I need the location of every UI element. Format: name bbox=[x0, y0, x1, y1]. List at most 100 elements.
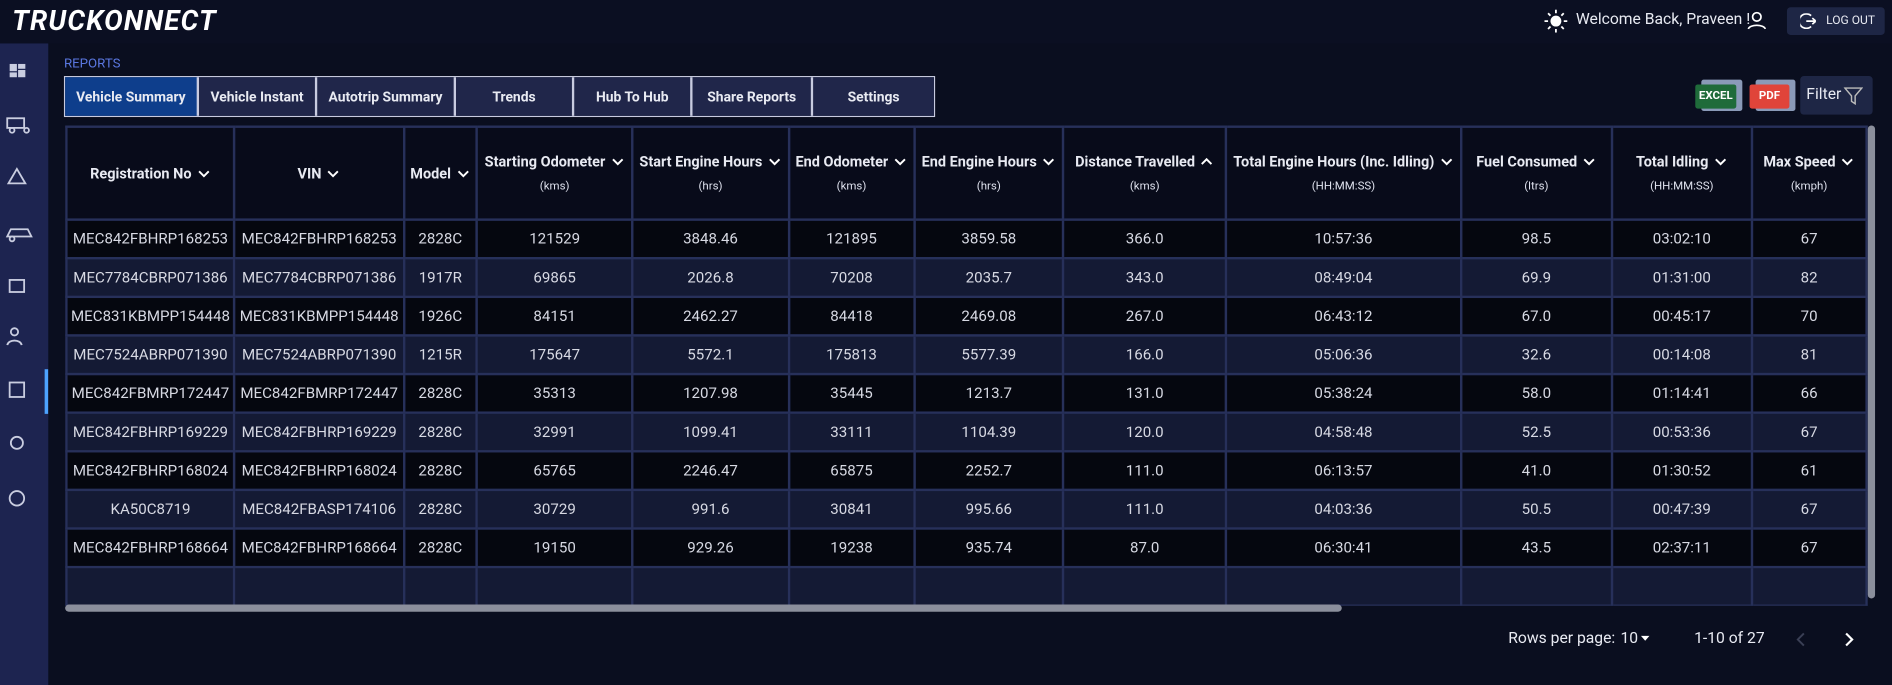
header-line: Model bbox=[406, 164, 474, 182]
filter-button[interactable]: Filter bbox=[1800, 76, 1873, 115]
column-header[interactable]: Registration No bbox=[65, 125, 236, 221]
sort-icon[interactable] bbox=[456, 168, 470, 178]
table-row: MEC7524ABRP071390 MEC7524ABRP071390 1215R 1… bbox=[65, 334, 1868, 376]
table-cell: 04:03:36 bbox=[1225, 488, 1462, 530]
table-cell: 81 bbox=[1750, 334, 1868, 376]
sort-icon[interactable] bbox=[767, 157, 781, 167]
column-unit: (hrs) bbox=[976, 179, 1001, 194]
table-cell: 41.0 bbox=[1459, 450, 1614, 492]
top-bar: TRUCKONNECT Welcome Back, Praveen ! LOG … bbox=[0, 0, 1892, 44]
sort-icon[interactable] bbox=[610, 157, 624, 167]
table-cell: 58.0 bbox=[1459, 372, 1614, 414]
tab[interactable]: Autotrip Summary bbox=[317, 77, 457, 116]
column-unit: (kmph) bbox=[1790, 179, 1828, 194]
pager-arrows[interactable] bbox=[1793, 630, 1859, 649]
table-cell-empty bbox=[787, 565, 916, 606]
column-header[interactable]: VIN bbox=[233, 125, 405, 221]
header-line: Total Idling bbox=[1614, 153, 1749, 170]
table-cell: 32991 bbox=[475, 411, 634, 453]
table-cell: 67 bbox=[1750, 527, 1868, 569]
export-button[interactable]: PDF bbox=[1749, 84, 1790, 109]
table-cell: 175813 bbox=[787, 334, 916, 376]
table-cell: 166.0 bbox=[1061, 334, 1228, 376]
column-unit: (HH:MM:SS) bbox=[1650, 179, 1714, 194]
column-header[interactable]: Distance Travelled (kms) bbox=[1061, 125, 1228, 221]
user-icon[interactable] bbox=[1747, 11, 1767, 30]
vertical-scrollbar[interactable] bbox=[1867, 125, 1876, 599]
tab[interactable]: Vehicle Summary bbox=[65, 77, 200, 116]
table-cell-empty bbox=[1061, 565, 1228, 606]
table-cell: MEC842FBHRP168253 bbox=[233, 218, 405, 260]
table-cell: 366.0 bbox=[1061, 218, 1228, 260]
table-cell: 06:43:12 bbox=[1225, 295, 1462, 337]
sort-icon[interactable] bbox=[1200, 157, 1214, 167]
table-cell: 70208 bbox=[787, 257, 916, 299]
sort-chevron bbox=[1201, 157, 1213, 165]
sort-icon[interactable] bbox=[893, 157, 907, 167]
sort-icon[interactable] bbox=[196, 168, 210, 178]
tab[interactable]: Vehicle Instant bbox=[199, 77, 318, 116]
header-line: VIN bbox=[237, 165, 401, 182]
table-cell: 267.0 bbox=[1061, 295, 1228, 337]
table-cell: 1104.39 bbox=[913, 411, 1065, 453]
table-cell: 1213.7 bbox=[913, 372, 1065, 414]
tab[interactable]: Settings bbox=[813, 77, 934, 116]
table-cell: MEC842FBHRP168024 bbox=[65, 450, 236, 492]
sort-icon[interactable] bbox=[1042, 157, 1056, 167]
table-cell: 69865 bbox=[475, 257, 634, 299]
tab[interactable]: Trends bbox=[456, 77, 575, 116]
column-header[interactable]: Fuel Consumed (ltrs) bbox=[1459, 125, 1614, 221]
table-cell-empty bbox=[1750, 565, 1868, 606]
table-cell: 52.5 bbox=[1459, 411, 1614, 453]
header-line: Fuel Consumed bbox=[1463, 153, 1610, 171]
column-name: Registration No bbox=[90, 164, 192, 182]
tab[interactable]: Share Reports bbox=[692, 77, 814, 116]
sort-icon[interactable] bbox=[1713, 157, 1727, 167]
column-name: Distance Travelled bbox=[1075, 153, 1196, 171]
table-cell: MEC831KBMPP154448 bbox=[65, 295, 236, 337]
logout-icon bbox=[1800, 13, 1816, 29]
theme-icon[interactable] bbox=[1544, 9, 1568, 33]
table-cell: 2828C bbox=[402, 450, 479, 492]
column-header[interactable]: Total Idling (HH:MM:SS) bbox=[1610, 125, 1753, 221]
table-cell: 10:57:36 bbox=[1225, 218, 1462, 260]
column-header[interactable]: Starting Odometer (kms) bbox=[475, 125, 634, 221]
column-header[interactable]: Max Speed (kmph) bbox=[1750, 125, 1868, 221]
column-unit: (kms) bbox=[836, 179, 867, 194]
sort-icon[interactable] bbox=[326, 168, 340, 178]
logout-button[interactable]: LOG OUT bbox=[1786, 7, 1885, 35]
header-line: Max Speed bbox=[1754, 153, 1864, 170]
horizontal-scrollbar[interactable] bbox=[65, 604, 1342, 612]
table-cell: MEC7784CBRP071386 bbox=[233, 257, 405, 299]
table-row: MEC842FBHRP168253 MEC842FBHRP168253 2828C 1… bbox=[65, 218, 1868, 260]
table-cell-empty bbox=[65, 565, 236, 606]
table-cell: 65875 bbox=[787, 450, 916, 492]
column-header[interactable]: End Engine Hours (hrs) bbox=[913, 125, 1065, 221]
table-cell: 2828C bbox=[402, 411, 479, 453]
column-header[interactable]: Total Engine Hours (Inc. Idling) (HH:MM:S… bbox=[1225, 125, 1462, 221]
sort-icon[interactable] bbox=[1439, 157, 1453, 167]
table-cell: 35313 bbox=[475, 372, 634, 414]
table-cell: 70 bbox=[1750, 295, 1868, 337]
column-header[interactable]: Model bbox=[402, 125, 479, 221]
table-cell: 06:13:57 bbox=[1225, 450, 1462, 492]
column-name: Fuel Consumed bbox=[1476, 153, 1578, 171]
export-button[interactable]: EXCEL bbox=[1695, 84, 1737, 109]
sort-icon[interactable] bbox=[1840, 157, 1854, 167]
sort-icon[interactable] bbox=[1582, 157, 1596, 167]
table-cell: 1215R bbox=[402, 334, 479, 376]
rows-per-page-select[interactable]: 10 bbox=[1620, 630, 1652, 648]
column-header[interactable]: End Odometer (kms) bbox=[787, 125, 916, 221]
tab[interactable]: Hub To Hub bbox=[574, 77, 693, 116]
table-cell-empty bbox=[475, 565, 634, 606]
column-header[interactable]: Start Engine Hours (hrs) bbox=[631, 125, 790, 221]
table-cell: 05:38:24 bbox=[1225, 372, 1462, 414]
table-cell: MEC7524ABRP071390 bbox=[65, 334, 236, 376]
column-name: Model bbox=[410, 164, 451, 182]
table-cell: 3859.58 bbox=[913, 218, 1065, 260]
sidebar-icons bbox=[5, 63, 49, 507]
header-line: Registration No bbox=[69, 164, 232, 182]
column-unit: (hrs) bbox=[698, 179, 723, 194]
